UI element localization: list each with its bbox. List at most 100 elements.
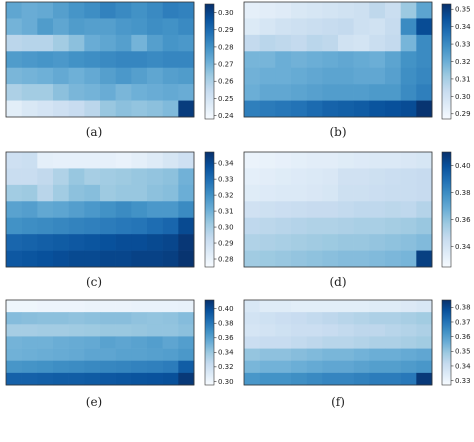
heatmap-cell [162,201,179,219]
heatmap-cell [275,324,292,337]
heatmap-cell [84,34,101,52]
heatmap-cell [291,168,307,186]
heatmap-cell [322,360,339,374]
heatmap-cell [306,67,323,85]
heatmap-cell [37,2,54,19]
heatmap-cell [115,300,132,313]
heatmap-cell [100,168,116,186]
heatmap-cell [131,168,148,186]
heatmap-cell [369,84,386,101]
heatmap-cell [244,234,260,251]
heatmap-cell [400,312,417,325]
heatmap-cell [21,312,38,325]
heatmap-cell [244,2,260,19]
heatmap-cell [369,168,386,186]
heatmap-cell [147,152,163,169]
colorbar-tick-label: 0.34 [455,243,471,251]
heatmap-cell [68,152,85,169]
heatmap-cell [100,100,116,118]
heatmap-cell [131,312,148,325]
heatmap-cell [68,250,85,268]
heatmap-cell [338,360,354,374]
heatmap-cell [115,18,132,36]
heatmap-cell [6,168,22,186]
heatmap-cell [147,348,163,362]
panel-label: (b) [329,125,346,139]
heatmap-cell [416,184,433,202]
heatmap-cell [353,234,370,251]
heatmap-cell [37,100,54,118]
heatmap-cell [416,51,433,69]
heatmap-cell [259,217,276,235]
heatmap-cell [306,372,323,386]
heatmap-cell [147,372,163,386]
heatmap-frame [243,299,433,386]
heatmap-cell [306,217,323,235]
heatmap-cell [400,2,417,19]
heatmap-cell [84,184,101,202]
heatmap-cell [53,18,69,36]
colorbar-frame [204,299,215,386]
heatmap-cell [291,250,307,268]
heatmap-cell [6,51,22,69]
heatmap-cell [162,217,179,235]
heatmap-cell [275,168,292,186]
heatmap-cell [68,34,85,52]
heatmap-cell [322,348,339,362]
heatmap-cell [68,84,85,101]
heatmap-cell [6,250,22,268]
heatmap-cell [115,51,132,69]
heatmap-cell [369,217,386,235]
heatmap-cell [259,336,276,349]
heatmap-cell [84,152,101,169]
colorbar [205,4,214,119]
heatmap-cell [100,372,116,386]
heatmap-cell [21,2,38,19]
heatmap-cell [416,336,433,349]
panel-label: (e) [86,395,102,409]
heatmap-cell [291,100,307,118]
heatmap-cell [385,168,401,186]
heatmap-cell [306,300,323,313]
heatmap-cell [21,51,38,69]
heatmap-cell [68,184,85,202]
heatmap-cell [178,312,195,325]
heatmap-cell [100,312,116,325]
heatmap-cell [259,300,276,313]
heatmap-cell [115,324,132,337]
heatmap-cell [306,250,323,268]
heatmap-cell [275,250,292,268]
heatmap-cell [244,336,260,349]
heatmap-cell [416,67,433,85]
heatmap-cell [291,360,307,374]
heatmap-cell [416,372,433,386]
heatmap-cell [306,360,323,374]
heatmap-cell [37,324,54,337]
colorbar-frame [204,151,215,268]
heatmap-cell [6,312,22,325]
colorbar-tick-label: 0.40 [218,305,234,313]
heatmap-cell [162,312,179,325]
heatmap-cell [338,201,354,219]
heatmap-cell [244,67,260,85]
heatmap-cell [84,300,101,313]
heatmap-cell [84,250,101,268]
heatmap-cell [84,67,101,85]
heatmap-cell [53,234,69,251]
heatmap-cell [353,201,370,219]
colorbar [205,300,214,385]
heatmap-cell [131,2,148,19]
heatmap-cell [369,201,386,219]
heatmap-cell [322,84,339,101]
heatmap-cell [6,336,22,349]
heatmap-cell [259,34,276,52]
heatmap-cell [369,2,386,19]
heatmap-cell [306,201,323,219]
heatmap-cell [37,18,54,36]
heatmap-cell [68,18,85,36]
colorbar-tick-label: 0.33 [455,377,471,385]
heatmap-cell [115,84,132,101]
heatmap-cell [53,324,69,337]
heatmap-cell [353,18,370,36]
heatmap-cell [338,18,354,36]
